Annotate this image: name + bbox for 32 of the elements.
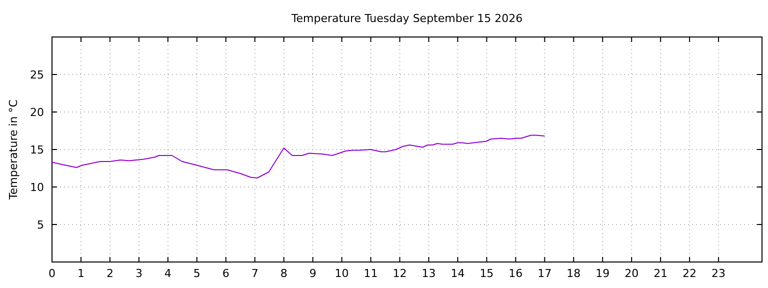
x-tick-label: 22	[682, 267, 697, 280]
x-tick-label: 8	[280, 267, 288, 280]
y-tick-label: 25	[30, 68, 44, 82]
x-tick-label: 4	[164, 267, 172, 280]
y-tick-label: 10	[30, 181, 44, 194]
x-tick-label: 11	[364, 267, 378, 280]
x-tick-label: 20	[624, 267, 639, 280]
x-tick-label: 0	[48, 267, 56, 280]
x-tick-label: 16	[508, 267, 523, 280]
x-tick-label: 17	[538, 267, 552, 280]
x-tick-label: 7	[251, 267, 258, 280]
x-tick-label: 6	[222, 267, 230, 280]
x-tick-label: 13	[422, 267, 436, 280]
x-tick-label: 14	[450, 267, 465, 280]
x-tick-label: 21	[654, 267, 668, 280]
chart-title: Temperature Tuesday September 15 2026	[290, 12, 523, 25]
y-tick-label: 5	[37, 218, 44, 232]
x-tick-label: 3	[135, 267, 142, 280]
x-tick-label: 10	[334, 267, 349, 280]
y-tick-label: 15	[30, 144, 44, 156]
x-tick-label: 23	[712, 267, 726, 280]
y-tick-label: 20	[30, 106, 44, 119]
line-series	[52, 134, 546, 178]
x-tick-label: 15	[480, 267, 494, 280]
y-axis-title: Temperature in °C	[7, 99, 20, 200]
x-tick-label: 9	[309, 267, 316, 280]
x-tick-label: 1	[77, 267, 84, 280]
x-tick-label: 5	[193, 267, 200, 280]
x-tick-label: 18	[566, 267, 581, 280]
x-tick-label: 12	[392, 267, 407, 280]
x-tick-label: 19	[596, 267, 610, 280]
x-tick-label: 2	[106, 267, 114, 280]
